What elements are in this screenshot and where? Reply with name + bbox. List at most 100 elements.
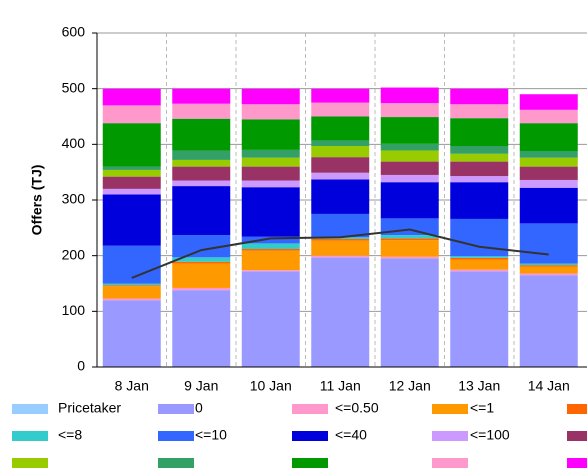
x-tick-label: 10 Jan [250,378,292,394]
bar-segment [241,149,300,158]
legend-label: Pricetaker [58,400,121,416]
bar-segment [172,287,231,291]
x-tick-label: 14 Jan [528,378,570,394]
legend-label: <=40 [335,427,367,443]
bar-segment [380,87,439,104]
bar-segment [450,271,509,367]
bar-segment [172,88,231,104]
bar-segment [102,123,161,167]
bar-segment [450,259,509,270]
bar-segment [519,263,578,266]
bar-segment [241,270,300,272]
legend-swatch [12,431,48,441]
bar-segment [172,159,231,167]
legend-swatch [432,431,468,441]
y-tick-label: 400 [62,135,86,151]
bar-segment [380,103,439,118]
bar-segment [380,238,439,241]
bar-segment [380,256,439,259]
x-tick-label: 11 Jan [320,378,361,394]
bar-segment [311,238,370,241]
legend-swatch [12,404,48,414]
bar-segment [450,118,509,147]
legend-swatch [432,458,468,468]
legend-swatch [567,431,587,441]
bar-segment [380,235,439,239]
bar-segment [172,166,231,181]
bar-segment [241,248,300,251]
bar-segment [102,300,161,367]
bar-segment [450,104,509,119]
bar-segment [380,240,439,257]
bar-segment [519,179,578,188]
bar-segment [311,179,370,214]
bar-segment [102,105,161,124]
bar-segment [172,118,231,151]
y-tick-label: 600 [62,24,86,40]
bar-segment [519,275,578,367]
bar-segment [450,88,509,105]
bar-segment [172,235,231,258]
bar-segment [311,116,370,141]
bar-segment [102,188,161,195]
legend-swatch [158,431,194,441]
bar-segment [380,174,439,183]
bar-segment [241,250,300,271]
bar-segment [172,261,231,264]
legend-label: <=0.50 [335,400,379,416]
bar-segment [241,166,300,181]
line [131,228,549,279]
bar-segment [450,153,509,162]
bar-segment [102,169,161,177]
bar-segment [311,88,370,103]
bar-segment [311,157,370,173]
bar-segment [172,263,231,288]
bar-segment [519,223,578,264]
bar-segment [519,265,578,267]
x-tick-label: 8 Jan [115,378,149,394]
bar-segment [519,157,578,167]
legend-label: <=10 [195,427,227,443]
bar-segment [241,157,300,167]
bar-segment [450,182,509,219]
bar-segment [311,257,370,367]
bar-segment [102,285,161,287]
bar-segment [519,123,578,152]
bar-segment [311,255,370,258]
y-tick-label: 0 [77,358,85,374]
bar-segment [450,256,509,258]
bar-segment [380,117,439,144]
bar-segment [450,257,509,260]
x-tick-label: 12 Jan [389,378,431,394]
bar-segment [241,104,300,120]
bar-segment [241,236,300,244]
bar-segment [102,166,161,170]
bar-segment [172,180,231,187]
y-tick-label: 200 [62,246,86,262]
bar-segment [241,271,300,367]
bar-segment [311,102,370,117]
bar-segment [450,146,509,154]
x-tick-label: 13 Jan [458,378,500,394]
legend-swatch [292,458,328,468]
bar-segment [172,257,231,262]
bar-segment [102,176,161,189]
bar-segment [311,140,370,147]
legend-swatch [292,404,328,414]
bar-segment [311,213,370,238]
bar-segment [102,298,161,301]
bar-segment [380,182,439,219]
bar-segment [102,283,161,286]
bar-segment [102,286,161,299]
y-tick-label: 500 [62,79,86,95]
bar-segment [450,269,509,272]
bar-segment [519,266,578,274]
bar-segment [172,290,231,367]
legend-swatch [292,431,328,441]
legend-label: <=1 [470,400,494,416]
bar-segment [519,273,578,276]
legend-swatch [567,458,587,468]
legend-label: <=8 [58,427,82,443]
bar-segment [172,103,231,119]
